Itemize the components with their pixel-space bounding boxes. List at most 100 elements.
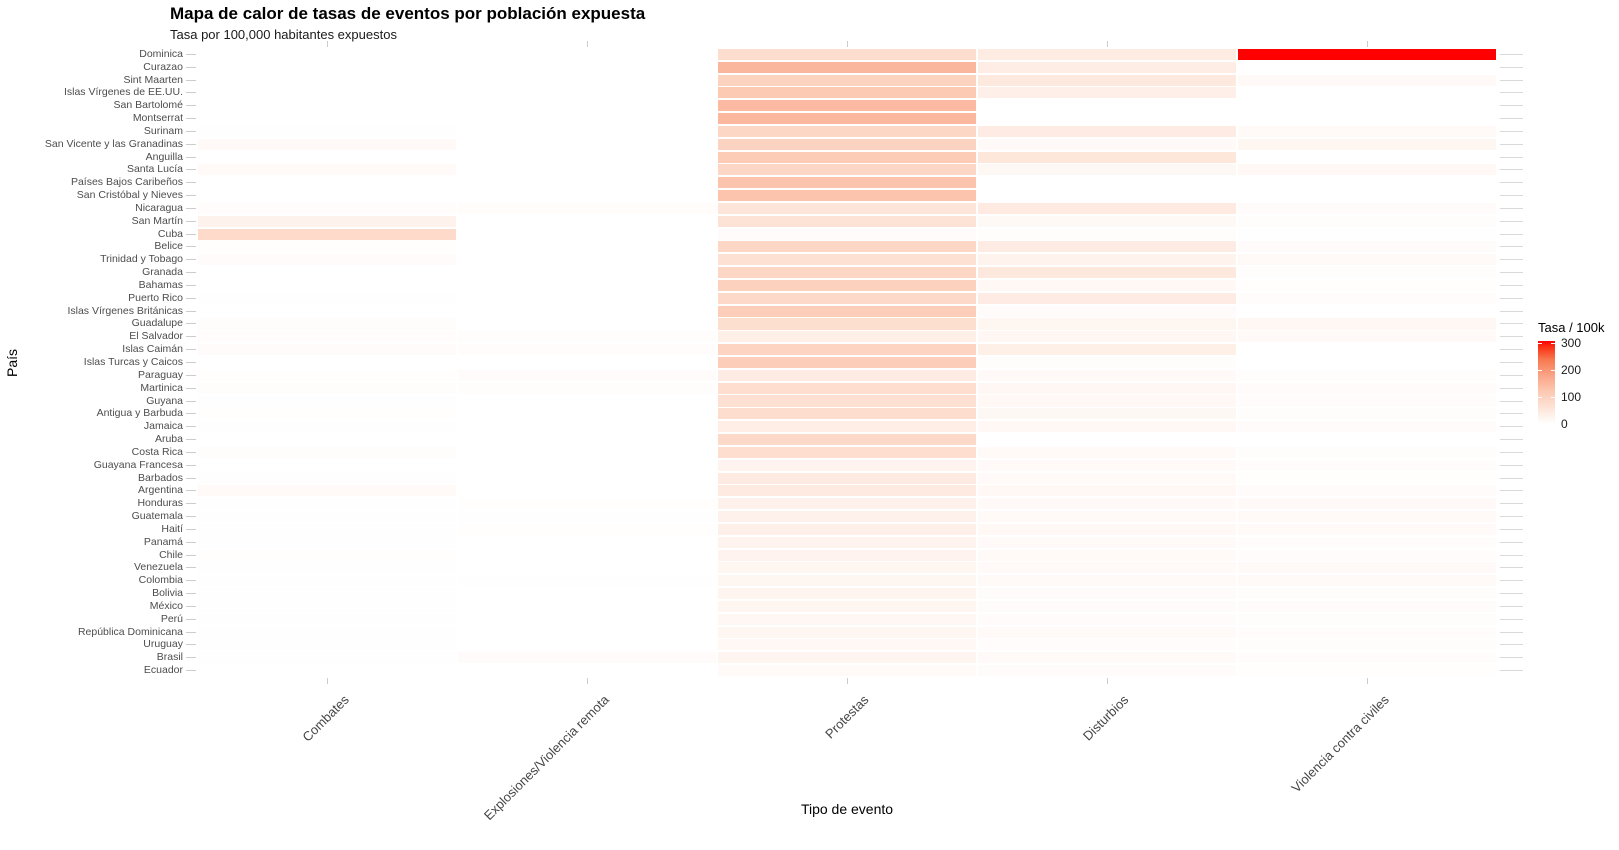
- y-axis-tick-right: [1500, 284, 1523, 286]
- y-tick-label: Dominica: [139, 47, 183, 60]
- heatmap-cell: [198, 356, 456, 368]
- heatmap-cell: [458, 164, 716, 176]
- y-tick-label: Granada: [142, 266, 183, 279]
- legend-colorbar-tick: [1538, 396, 1542, 398]
- y-axis-tick-right: [1500, 79, 1523, 81]
- heatmap-cell: [1238, 536, 1496, 548]
- y-tick-label: Brasil: [156, 651, 183, 664]
- heatmap-cell: [978, 100, 1236, 112]
- heatmap-cell: [1238, 369, 1496, 381]
- heatmap-cell: [1238, 215, 1496, 227]
- heatmap-cell: [718, 100, 976, 112]
- heatmap-cell: [458, 408, 716, 420]
- y-axis-tick-right: [1500, 605, 1523, 607]
- y-axis-labels: Dominica Curazao Sint Maarten Islas Vírgene…: [0, 48, 183, 677]
- heatmap-cell: [978, 61, 1236, 73]
- y-tick-label: Islas Vírgenes de EE.UU.: [63, 86, 183, 99]
- heatmap-cell: [458, 356, 716, 368]
- heatmap-cell: [978, 254, 1236, 266]
- heatmap-cell: [1238, 241, 1496, 253]
- heatmap-cell: [978, 549, 1236, 561]
- legend-colorbar-tick: [1551, 396, 1555, 398]
- heatmap-cell: [458, 446, 716, 458]
- heatmap-cell: [198, 100, 456, 112]
- heatmap-cell: [718, 665, 976, 677]
- heatmap-cell: [198, 369, 456, 381]
- heatmap-cell: [1238, 164, 1496, 176]
- heatmap-cell: [718, 48, 976, 60]
- heatmap-cell: [718, 472, 976, 484]
- heatmap-cell: [718, 61, 976, 73]
- y-axis-tick: [186, 195, 196, 197]
- y-axis-tick: [186, 220, 196, 222]
- y-axis-tick-right: [1500, 92, 1523, 94]
- y-axis-tick: [186, 362, 196, 363]
- heatmap-cell: [198, 613, 456, 625]
- y-axis-tick: [186, 92, 196, 94]
- y-axis-tick-right: [1500, 336, 1523, 338]
- heatmap-cell: [978, 613, 1236, 625]
- x-axis-tick-bottom: [1106, 678, 1108, 684]
- heatmap-cell: [198, 382, 456, 394]
- y-axis-tick: [186, 464, 196, 466]
- heatmap-cell: [978, 446, 1236, 458]
- heatmap-cell: [198, 511, 456, 523]
- heatmap-cell: [458, 652, 716, 664]
- heatmap-cell: [198, 459, 456, 471]
- y-axis-tick: [186, 631, 196, 633]
- heatmap-cell: [198, 113, 456, 125]
- y-axis-tick-right: [1500, 169, 1523, 171]
- heatmap-cell: [718, 241, 976, 253]
- heatmap-cell: [978, 113, 1236, 125]
- y-tick-label: Surinam: [143, 124, 183, 137]
- heatmap-cell: [458, 74, 716, 86]
- heatmap-cell: [718, 395, 976, 407]
- legend-colorbar-tick: [1551, 343, 1555, 345]
- y-axis-tick-right: [1500, 233, 1523, 235]
- y-tick-label: Islas Turcas y Caicos: [83, 356, 183, 368]
- legend-tick-label: 100: [1561, 389, 1582, 404]
- y-axis-tick-right: [1500, 644, 1523, 646]
- y-axis-tick-right: [1500, 439, 1523, 441]
- y-tick-label: Costa Rica: [131, 445, 183, 458]
- y-tick-label: Uruguay: [143, 638, 183, 651]
- heatmap-cell: [198, 279, 456, 291]
- heatmap-cell: [1238, 74, 1496, 86]
- heatmap-cell: [458, 61, 716, 73]
- chart-title: Mapa de calor de tasas de eventos por po…: [170, 4, 646, 23]
- y-tick-label: Guadalupe: [131, 317, 183, 330]
- heatmap-cell: [458, 292, 716, 304]
- heatmap-cell: [718, 125, 976, 137]
- heatmap-cell: [458, 254, 716, 266]
- y-axis-tick: [186, 349, 196, 351]
- heatmap-cell: [978, 511, 1236, 523]
- y-axis-tick-right: [1500, 580, 1523, 582]
- y-tick-label: Paraguay: [138, 368, 183, 381]
- heatmap-cell: [718, 113, 976, 125]
- heatmap-cell: [1238, 408, 1496, 420]
- y-tick-label: El Salvador: [129, 330, 183, 343]
- y-axis-tick: [186, 541, 196, 543]
- y-axis-tick: [186, 387, 196, 389]
- heatmap-cell: [978, 177, 1236, 189]
- y-tick-label: Ecuador: [143, 664, 183, 677]
- heatmap-cell: [1238, 151, 1496, 163]
- heatmap-cell: [978, 344, 1236, 356]
- heatmap-cell: [198, 151, 456, 163]
- heatmap-cell: [978, 421, 1236, 433]
- heatmap-cell: [718, 344, 976, 356]
- heatmap-cell: [1238, 138, 1496, 150]
- y-tick-label: Martinica: [140, 381, 183, 394]
- y-axis-tick: [186, 336, 196, 338]
- heatmap-cell: [458, 665, 716, 677]
- heatmap-cell: [458, 279, 716, 291]
- heatmap-cell: [198, 292, 456, 304]
- y-axis-tick-right: [1500, 554, 1523, 556]
- y-axis-tick-right: [1500, 464, 1523, 466]
- heatmap-cell: [458, 369, 716, 381]
- y-axis-tick-right: [1500, 323, 1523, 325]
- heatmap-cell: [1238, 639, 1496, 651]
- heatmap-cell: [978, 395, 1236, 407]
- heatmap-cell: [458, 305, 716, 317]
- y-axis-tick-right: [1500, 259, 1523, 261]
